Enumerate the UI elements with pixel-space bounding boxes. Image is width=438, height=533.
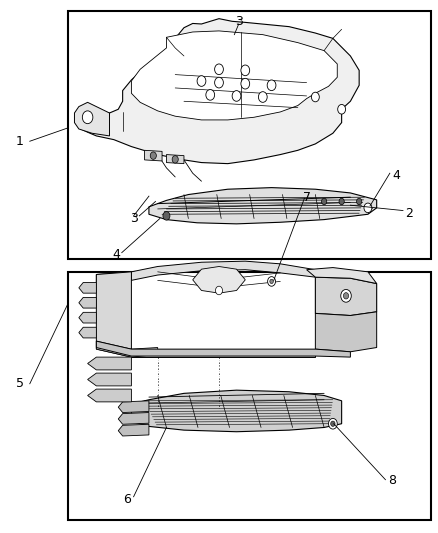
Circle shape (338, 104, 346, 114)
Polygon shape (79, 312, 96, 323)
Text: 8: 8 (388, 474, 396, 487)
Circle shape (172, 156, 178, 163)
Circle shape (321, 198, 327, 205)
Polygon shape (145, 150, 162, 161)
Circle shape (258, 92, 267, 102)
Circle shape (82, 111, 93, 124)
Polygon shape (307, 268, 377, 284)
Text: 6: 6 (123, 493, 131, 506)
Polygon shape (96, 341, 158, 357)
Polygon shape (131, 31, 337, 120)
Polygon shape (79, 297, 96, 308)
Polygon shape (74, 102, 110, 136)
Circle shape (267, 80, 276, 91)
Circle shape (150, 152, 156, 159)
Polygon shape (118, 413, 149, 424)
Text: 4: 4 (392, 169, 400, 182)
Polygon shape (118, 401, 149, 413)
Circle shape (339, 198, 344, 205)
Circle shape (328, 418, 337, 429)
Text: 4: 4 (112, 248, 120, 261)
Polygon shape (315, 277, 377, 316)
Circle shape (343, 293, 349, 299)
Polygon shape (315, 312, 377, 352)
Circle shape (270, 279, 273, 284)
Bar (68, 272, 431, 520)
Polygon shape (88, 373, 131, 386)
Polygon shape (131, 390, 342, 432)
Circle shape (331, 421, 335, 426)
Polygon shape (149, 188, 377, 224)
Polygon shape (96, 341, 350, 357)
Circle shape (215, 286, 223, 295)
Polygon shape (131, 349, 315, 357)
Circle shape (215, 77, 223, 88)
Text: 2: 2 (406, 207, 413, 220)
Polygon shape (96, 272, 131, 357)
Polygon shape (79, 282, 96, 293)
Polygon shape (79, 19, 359, 164)
Circle shape (241, 78, 250, 89)
Text: 1: 1 (16, 135, 24, 148)
Polygon shape (131, 261, 315, 280)
Circle shape (341, 289, 351, 302)
Circle shape (268, 277, 276, 286)
Polygon shape (193, 266, 245, 293)
Polygon shape (79, 327, 96, 338)
Circle shape (357, 198, 362, 205)
Bar (68, 11, 431, 259)
Polygon shape (88, 389, 131, 402)
Circle shape (215, 64, 223, 75)
Circle shape (206, 90, 215, 100)
Circle shape (163, 212, 170, 220)
Text: 5: 5 (16, 377, 24, 390)
Text: 3: 3 (130, 212, 138, 225)
Polygon shape (118, 424, 149, 436)
Polygon shape (88, 357, 131, 370)
Polygon shape (166, 155, 184, 164)
Polygon shape (96, 272, 131, 282)
Text: 3: 3 (235, 15, 243, 28)
Circle shape (197, 76, 206, 86)
Text: 7: 7 (303, 191, 311, 204)
Circle shape (241, 65, 250, 76)
Circle shape (232, 91, 241, 101)
Circle shape (364, 203, 372, 213)
Circle shape (311, 92, 319, 102)
